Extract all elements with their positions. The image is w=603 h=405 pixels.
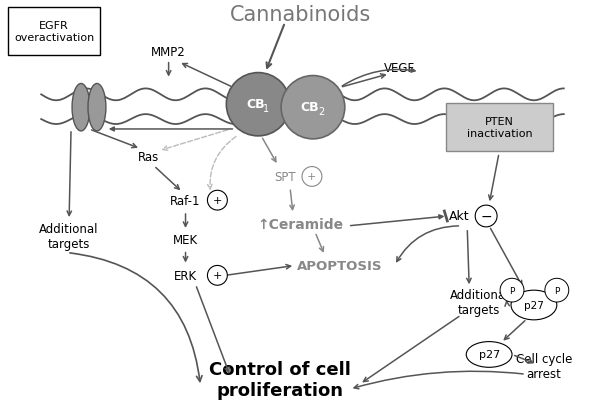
Text: VEGF: VEGF [384, 62, 415, 75]
Ellipse shape [88, 84, 106, 132]
Text: CB: CB [246, 98, 265, 111]
Text: ↑Ceramide: ↑Ceramide [257, 217, 343, 231]
Ellipse shape [72, 84, 90, 132]
Text: SPT: SPT [274, 171, 296, 183]
Circle shape [207, 191, 227, 211]
Circle shape [302, 167, 322, 187]
Text: PTEN
inactivation: PTEN inactivation [467, 117, 532, 139]
Text: +: + [308, 172, 317, 182]
Text: MMP2: MMP2 [151, 46, 186, 59]
Text: +: + [213, 271, 222, 281]
Text: 1: 1 [263, 104, 269, 114]
Text: 2: 2 [318, 107, 324, 117]
Ellipse shape [511, 290, 557, 320]
Circle shape [500, 279, 524, 302]
FancyBboxPatch shape [8, 8, 100, 55]
FancyBboxPatch shape [446, 104, 553, 151]
Text: ERK: ERK [174, 269, 197, 282]
Text: CB: CB [301, 100, 319, 113]
Text: Additional
targets: Additional targets [39, 222, 99, 250]
Text: Ras: Ras [138, 151, 159, 164]
Text: Akt: Akt [449, 210, 470, 223]
Text: Raf-1: Raf-1 [170, 194, 201, 207]
Text: Cell cycle
arrest: Cell cycle arrest [516, 352, 572, 380]
Circle shape [545, 279, 569, 302]
Circle shape [475, 206, 497, 227]
Text: P: P [554, 286, 560, 295]
Text: p27: p27 [524, 300, 544, 310]
Circle shape [281, 77, 345, 139]
Text: APOPTOSIS: APOPTOSIS [297, 259, 382, 272]
Text: Cannabinoids: Cannabinoids [229, 5, 371, 25]
Text: −: − [481, 209, 492, 224]
Circle shape [226, 73, 290, 136]
Ellipse shape [466, 342, 512, 367]
Text: MEK: MEK [173, 234, 198, 247]
Text: Control of cell
proliferation: Control of cell proliferation [209, 360, 351, 399]
Text: P: P [510, 286, 515, 295]
Circle shape [207, 266, 227, 286]
Text: Additional
targets: Additional targets [449, 288, 509, 316]
Text: EGFR
overactivation: EGFR overactivation [14, 21, 94, 43]
Text: +: + [213, 196, 222, 206]
Text: p27: p27 [479, 350, 500, 360]
